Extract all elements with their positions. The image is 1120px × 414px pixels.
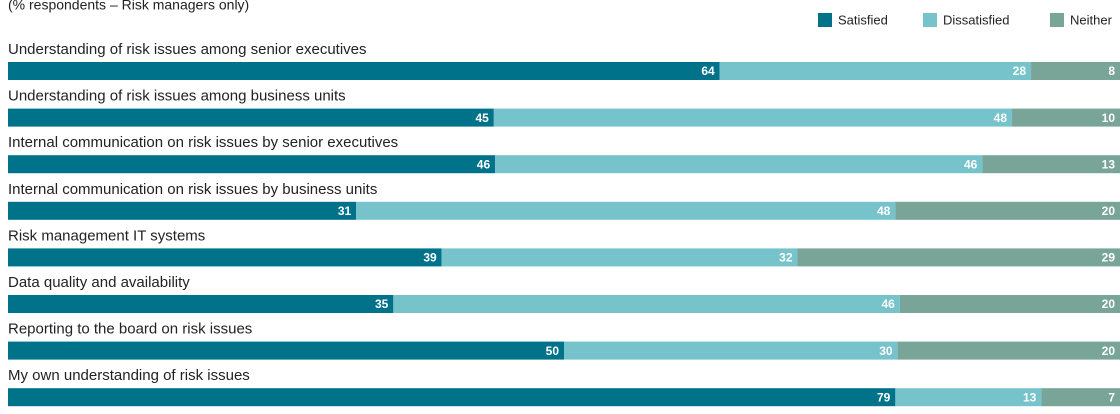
value-label: 10 [1102,111,1116,125]
legend-swatch [923,13,937,27]
bar-segment [797,248,1120,267]
bar-segment [495,155,983,174]
bar-segment [493,108,1013,127]
bar-segment [393,295,900,313]
value-label: 48 [877,204,891,218]
bar-segment [899,295,1120,313]
legend-label: Neither [1070,12,1113,27]
chart-subtitle: (% respondents – Risk managers only) [8,0,249,13]
bar-segment [8,108,494,127]
bar-segment [356,201,896,220]
bar-segment [8,155,496,174]
category-label: Data quality and availability [8,274,190,291]
legend-swatch [818,13,832,27]
value-label: 7 [1108,390,1115,404]
bar-segment [8,248,442,267]
legend-label: Satisfied [838,12,888,27]
bar-segment [8,201,357,220]
bar-segment [895,388,1042,407]
value-label: 46 [964,157,978,171]
value-label: 64 [701,64,715,78]
value-label: 50 [546,344,560,358]
value-label: 79 [877,390,891,404]
value-label: 31 [338,204,352,218]
value-label: 39 [423,251,437,265]
bar-segment [895,201,1120,220]
bar-segment [8,388,896,407]
value-label: 8 [1108,64,1115,78]
value-label: 20 [1102,344,1116,358]
value-label: 13 [1102,157,1116,171]
category-label: Risk management IT systems [8,227,205,244]
value-label: 46 [477,157,491,171]
bar-segment [8,62,720,80]
bar-segment [897,341,1120,360]
category-label: Internal communication on risk issues by… [8,181,377,198]
value-label: 32 [779,251,793,265]
category-label: Reporting to the board on risk issues [8,321,252,338]
value-label: 20 [1102,297,1116,311]
category-label: My own understanding of risk issues [8,367,250,384]
bar-segment [441,248,798,267]
legend-swatch [1050,13,1064,27]
bar-segment [8,295,394,313]
bar-segment [1012,108,1120,127]
value-label: 20 [1102,204,1116,218]
category-label: Understanding of risk issues among senio… [8,41,367,58]
bar-segment [1031,62,1120,80]
category-label: Understanding of risk issues among busin… [8,88,346,105]
bar-segment [1041,388,1120,407]
category-label: Internal communication on risk issues by… [8,134,398,151]
value-label: 28 [1013,64,1027,78]
value-label: 30 [879,344,893,358]
value-label: 45 [475,111,489,125]
bar-segment [8,341,564,360]
bar-segment [719,62,1032,80]
bar-segment [564,341,898,360]
value-label: 29 [1102,251,1116,265]
value-label: 13 [1023,390,1037,404]
value-label: 35 [375,297,389,311]
value-label: 48 [994,111,1008,125]
value-label: 46 [881,297,895,311]
bar-segment [982,155,1120,174]
legend-label: Dissatisfied [943,12,1009,27]
